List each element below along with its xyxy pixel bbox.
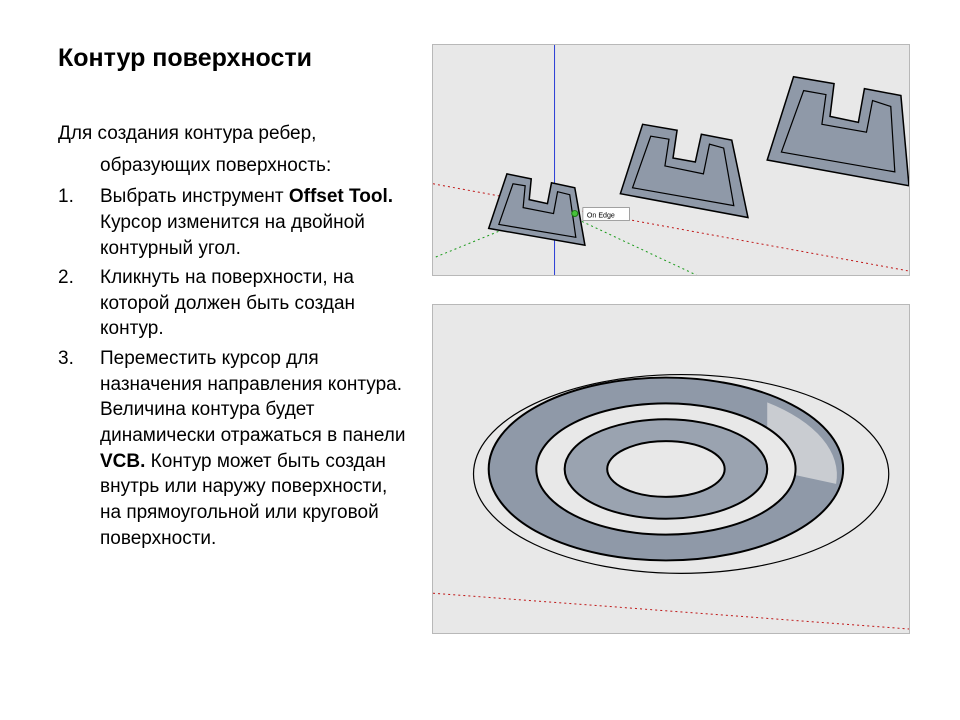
intro-line-2: образующих поверхность: (58, 153, 408, 179)
figure-offset-shapes: On Edge (432, 44, 910, 276)
step-1-pre: Выбрать инструмент (100, 186, 289, 207)
page-title: Контур поверхности (58, 44, 408, 73)
figure-offset-ellipses (432, 304, 910, 634)
svg-text:On Edge: On Edge (587, 213, 615, 220)
step-1-post: Курсор изменится на двойной контурный уг… (100, 212, 365, 259)
step-2: Кликнуть на поверхности, на которой долж… (58, 265, 408, 342)
steps-list: Выбрать инструмент Offset Tool. Курсор и… (58, 184, 408, 551)
step-3: Переместить курсор для назначения направ… (58, 346, 408, 551)
step-3-pre: Переместить курсор для назначения направ… (100, 348, 405, 446)
step-3-bold: VCB. (100, 451, 145, 472)
intro-line-1: Для создания контура ребер, (58, 121, 408, 147)
step-2-pre: Кликнуть на поверхности, на которой долж… (100, 267, 355, 339)
step-1-bold: Offset Tool. (289, 186, 393, 207)
step-1: Выбрать инструмент Offset Tool. Курсор и… (58, 184, 408, 261)
